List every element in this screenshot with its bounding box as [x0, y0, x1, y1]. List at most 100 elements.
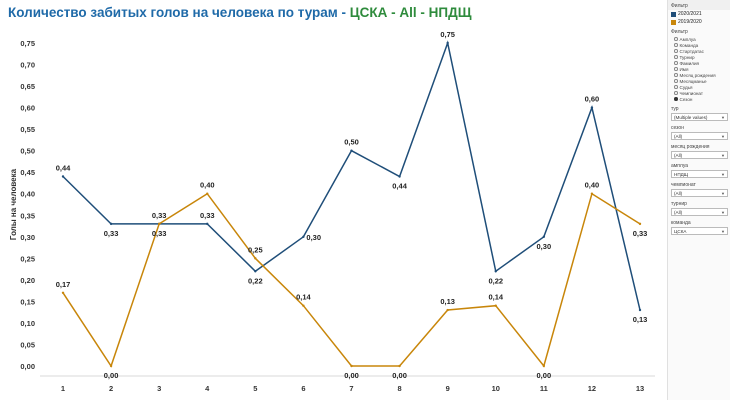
data-point [302, 304, 305, 307]
legend-title: Фильтр [668, 0, 730, 10]
filter-label: команда [671, 220, 691, 226]
radio-button-icon[interactable] [674, 91, 678, 95]
chart-title-main: Количество забитых голов на человека по … [8, 5, 350, 20]
y-tick-label: 0,70 [20, 61, 35, 70]
filter-dropdown[interactable]: (All) ▼ [671, 132, 728, 140]
legend-label: 2019/2020 [678, 19, 702, 25]
filter-dropdown[interactable]: ЦСКА ▼ [671, 227, 728, 235]
legend-item[interactable]: 2020/2021 [668, 10, 730, 18]
x-tick-label: 6 [301, 384, 305, 393]
series-line-0 [62, 40, 641, 311]
legend-item[interactable]: 2019/2020 [668, 18, 730, 26]
y-tick-label: 0,45 [20, 168, 35, 177]
radio-label: Месяц рождения [679, 72, 716, 78]
data-point [254, 270, 257, 273]
radio-option[interactable]: Амплуа [668, 36, 730, 42]
radio-button-icon[interactable] [674, 61, 678, 65]
chevron-down-icon: ▼ [721, 228, 725, 234]
data-point [61, 291, 65, 294]
filter-value: (Multiple values) [674, 114, 708, 120]
data-point [590, 106, 594, 109]
filter-dropdown[interactable]: (All) ▼ [671, 208, 728, 216]
y-tick-label: 0,65 [20, 82, 35, 91]
filter-label: сезон [671, 125, 684, 131]
data-label: 0,13 [633, 315, 648, 324]
data-label: 0,44 [392, 182, 407, 191]
radio-option[interactable]: Стартдатас [668, 48, 730, 54]
radio-button-icon[interactable] [674, 97, 678, 101]
radio-option[interactable]: Фамилия [668, 60, 730, 66]
data-label: 0,30 [537, 242, 552, 251]
chart-title-sub: ЦСКА - All - НПДЩ [349, 5, 472, 20]
x-tick-label: 12 [588, 384, 596, 393]
y-tick-label: 0,35 [20, 211, 35, 220]
data-point [446, 41, 449, 45]
radio-group-title: Фильтр [671, 29, 688, 35]
y-tick-label: 0,20 [20, 276, 35, 285]
filter-dropdown[interactable]: НПДЩ ▼ [671, 170, 728, 178]
filter-label: амплуа [671, 163, 689, 169]
radio-button-icon[interactable] [674, 55, 678, 59]
data-point [542, 364, 546, 368]
filter-dropdown[interactable]: (All) ▼ [671, 189, 728, 197]
filter-dropdown[interactable]: (All) ▼ [671, 151, 728, 159]
chevron-down-icon: ▼ [721, 171, 725, 177]
x-tick-label: 4 [205, 384, 210, 393]
legend-label: 2020/2021 [678, 11, 702, 17]
data-label: 0,33 [633, 229, 648, 238]
data-point [350, 149, 353, 152]
data-point [590, 192, 594, 195]
radio-group: Амплуа Команда Стартдатас Турнир Фамилия Имя М… [668, 36, 730, 102]
radio-label: Месяцманье [679, 78, 707, 84]
x-tick-label: 11 [540, 384, 548, 393]
chevron-down-icon: ▼ [721, 114, 725, 120]
y-tick-label: 0,25 [20, 254, 35, 263]
data-label: 0,44 [56, 164, 71, 173]
radio-option[interactable]: Месяцманье [668, 78, 730, 84]
filter-panel: Фильтр 2020/2021 2019/2020 Фильтр Амплуа К… [667, 0, 730, 400]
data-label: 0,30 [306, 233, 321, 242]
y-tick-label: 0,30 [20, 233, 35, 242]
chevron-down-icon: ▼ [721, 133, 725, 139]
radio-button-icon[interactable] [674, 49, 678, 53]
radio-option[interactable]: Месяц рождения [668, 72, 730, 78]
radio-button-icon[interactable] [674, 73, 678, 77]
radio-label: Амплуа [679, 36, 696, 42]
x-tick-label: 9 [446, 384, 450, 393]
radio-option[interactable]: Имя [668, 66, 730, 72]
radio-option[interactable]: Команда [668, 42, 730, 48]
data-label: 0,00 [104, 371, 119, 380]
legend-swatch [671, 11, 676, 17]
data-point [157, 222, 161, 226]
data-point [494, 270, 497, 273]
x-tick-label: 3 [157, 384, 161, 393]
data-label: 0,33 [200, 211, 215, 220]
filter-value: НПДЩ [674, 171, 689, 177]
filter-label: месяц рождения [671, 144, 710, 150]
y-tick-label: 0,75 [20, 39, 35, 48]
radio-option[interactable]: Сезон [668, 96, 730, 102]
y-tick-label: 0,10 [20, 319, 35, 328]
radio-option[interactable]: Судья [668, 84, 730, 90]
chevron-down-icon: ▼ [721, 190, 725, 196]
x-tick-label: 1 [61, 384, 65, 393]
data-point [109, 222, 113, 226]
radio-option[interactable]: Турнир [668, 54, 730, 60]
y-tick-label: 0,60 [20, 104, 35, 113]
data-label: 0,40 [585, 181, 600, 190]
data-point [446, 308, 449, 312]
data-label: 0,17 [56, 280, 71, 289]
filter-dropdown[interactable]: (Multiple values) ▼ [671, 113, 728, 121]
chevron-down-icon: ▼ [721, 209, 725, 215]
data-label: 0,33 [152, 229, 167, 238]
radio-option[interactable]: Чемпионат [668, 90, 730, 96]
radio-button-icon[interactable] [674, 67, 678, 71]
x-tick-label: 10 [492, 384, 500, 393]
radio-button-icon[interactable] [674, 37, 678, 41]
data-point [638, 308, 642, 312]
radio-button-icon[interactable] [674, 43, 678, 47]
radio-button-icon[interactable] [674, 79, 678, 83]
radio-button-icon[interactable] [674, 85, 678, 89]
data-point [398, 175, 401, 178]
data-point [109, 364, 113, 368]
